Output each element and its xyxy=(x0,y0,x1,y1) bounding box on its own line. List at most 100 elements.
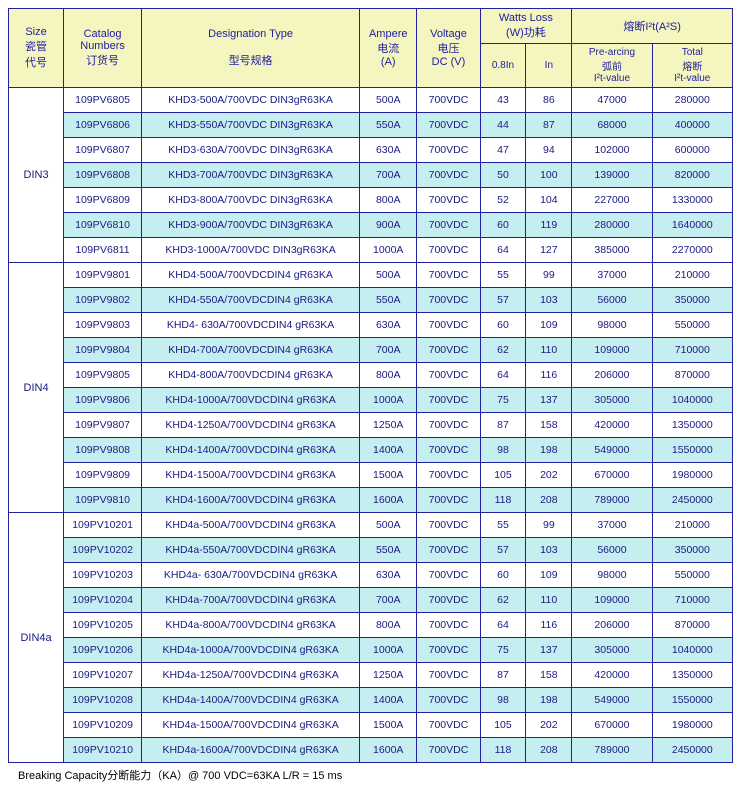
cell-win: 104 xyxy=(526,188,572,213)
cell-win: 158 xyxy=(526,663,572,688)
cell-desig: KHD4a-1600A/700VDCDIN4 gR63KA xyxy=(142,738,360,763)
cell-amp: 500A xyxy=(360,513,417,538)
cell-w08: 60 xyxy=(480,213,526,238)
cell-pre: 227000 xyxy=(572,188,652,213)
hdr-size: Size 瓷管 代号 xyxy=(9,9,64,88)
cell-volt: 700VDC xyxy=(417,313,480,338)
cell-pre: 56000 xyxy=(572,288,652,313)
cell-win: 198 xyxy=(526,688,572,713)
cell-win: 137 xyxy=(526,388,572,413)
cell-volt: 700VDC xyxy=(417,538,480,563)
cell-win: 109 xyxy=(526,563,572,588)
cell-amp: 1400A xyxy=(360,438,417,463)
cell-tot: 2270000 xyxy=(652,238,732,263)
cell-desig: KHD4-1000A/700VDCDIN4 gR63KA xyxy=(142,388,360,413)
cell-amp: 1250A xyxy=(360,413,417,438)
table-row: 109PV6807KHD3-630A/700VDC DIN3gR63KA630A… xyxy=(9,138,733,163)
cell-desig: KHD4a-550A/700VDCDIN4 gR63KA xyxy=(142,538,360,563)
cell-amp: 630A xyxy=(360,313,417,338)
cell-pre: 68000 xyxy=(572,113,652,138)
cell-pre: 305000 xyxy=(572,638,652,663)
cell-tot: 1550000 xyxy=(652,688,732,713)
table-row: 109PV10210KHD4a-1600A/700VDCDIN4 gR63KA1… xyxy=(9,738,733,763)
cell-win: 86 xyxy=(526,88,572,113)
cell-w08: 57 xyxy=(480,288,526,313)
cell-pre: 56000 xyxy=(572,538,652,563)
cell-amp: 1500A xyxy=(360,713,417,738)
cell-w08: 57 xyxy=(480,538,526,563)
cell-w08: 75 xyxy=(480,638,526,663)
table-row: 109PV10208KHD4a-1400A/700VDCDIN4 gR63KA1… xyxy=(9,688,733,713)
cell-w08: 43 xyxy=(480,88,526,113)
cell-desig: KHD4a-1500A/700VDCDIN4 gR63KA xyxy=(142,713,360,738)
cell-volt: 700VDC xyxy=(417,238,480,263)
cell-w08: 55 xyxy=(480,513,526,538)
cell-desig: KHD4-1250A/700VDCDIN4 gR63KA xyxy=(142,413,360,438)
cell-desig: KHD4a-1250A/700VDCDIN4 gR63KA xyxy=(142,663,360,688)
table-row: DIN4109PV9801KHD4-500A/700VDCDIN4 gR63KA… xyxy=(9,263,733,288)
cell-cat: 109PV6805 xyxy=(64,88,142,113)
cell-win: 109 xyxy=(526,313,572,338)
cell-pre: 102000 xyxy=(572,138,652,163)
cell-amp: 1500A xyxy=(360,463,417,488)
cell-desig: KHD4a-1400A/700VDCDIN4 gR63KA xyxy=(142,688,360,713)
table-row: DIN3109PV6805KHD3-500A/700VDC DIN3gR63KA… xyxy=(9,88,733,113)
cell-tot: 1350000 xyxy=(652,413,732,438)
cell-desig: KHD3-700A/700VDC DIN3gR63KA xyxy=(142,163,360,188)
cell-tot: 1350000 xyxy=(652,663,732,688)
cell-cat: 109PV6806 xyxy=(64,113,142,138)
table-row: 109PV10209KHD4a-1500A/700VDCDIN4 gR63KA1… xyxy=(9,713,733,738)
hdr-ampere: Ampere 电流 (A) xyxy=(360,9,417,88)
cell-win: 116 xyxy=(526,363,572,388)
cell-tot: 600000 xyxy=(652,138,732,163)
cell-volt: 700VDC xyxy=(417,188,480,213)
cell-w08: 62 xyxy=(480,338,526,363)
table-row: 109PV9808KHD4-1400A/700VDCDIN4 gR63KA140… xyxy=(9,438,733,463)
cell-cat: 109PV10201 xyxy=(64,513,142,538)
cell-tot: 1980000 xyxy=(652,463,732,488)
cell-pre: 98000 xyxy=(572,563,652,588)
cell-volt: 700VDC xyxy=(417,613,480,638)
cell-win: 202 xyxy=(526,713,572,738)
cell-cat: 109PV6807 xyxy=(64,138,142,163)
cell-cat: 109PV10202 xyxy=(64,538,142,563)
cell-desig: KHD4- 630A/700VDCDIN4 gR63KA xyxy=(142,313,360,338)
cell-tot: 2450000 xyxy=(652,738,732,763)
cell-volt: 700VDC xyxy=(417,288,480,313)
cell-cat: 109PV10205 xyxy=(64,613,142,638)
cell-pre: 206000 xyxy=(572,363,652,388)
cell-win: 103 xyxy=(526,288,572,313)
cell-win: 94 xyxy=(526,138,572,163)
table-row: 109PV6811KHD3-1000A/700VDC DIN3gR63KA100… xyxy=(9,238,733,263)
fuse-spec-table: Size 瓷管 代号 Catalog Numbers 订货号 Designati… xyxy=(8,8,733,763)
cell-desig: KHD4-700A/700VDCDIN4 gR63KA xyxy=(142,338,360,363)
cell-win: 198 xyxy=(526,438,572,463)
cell-desig: KHD4-1500A/700VDCDIN4 gR63KA xyxy=(142,463,360,488)
cell-cat: 109PV6810 xyxy=(64,213,142,238)
cell-w08: 118 xyxy=(480,488,526,513)
cell-desig: KHD4-1400A/700VDCDIN4 gR63KA xyxy=(142,438,360,463)
cell-desig: KHD4a- 630A/700VDCDIN4 gR63KA xyxy=(142,563,360,588)
cell-tot: 1040000 xyxy=(652,638,732,663)
cell-w08: 87 xyxy=(480,663,526,688)
cell-amp: 800A xyxy=(360,363,417,388)
cell-cat: 109PV10210 xyxy=(64,738,142,763)
cell-desig: KHD4-550A/700VDCDIN4 gR63KA xyxy=(142,288,360,313)
cell-win: 158 xyxy=(526,413,572,438)
cell-win: 116 xyxy=(526,613,572,638)
hdr-designation: Designation Type 型号规格 xyxy=(142,9,360,88)
cell-volt: 700VDC xyxy=(417,463,480,488)
cell-w08: 50 xyxy=(480,163,526,188)
cell-volt: 700VDC xyxy=(417,413,480,438)
footnote: Breaking Capacity分断能力（KA）@ 700 VDC=63KA … xyxy=(8,767,733,783)
table-row: 109PV10203KHD4a- 630A/700VDCDIN4 gR63KA6… xyxy=(9,563,733,588)
cell-win: 208 xyxy=(526,488,572,513)
hdr-i2t: 熔断I²t(A²S) xyxy=(572,9,733,44)
cell-w08: 87 xyxy=(480,413,526,438)
cell-pre: 139000 xyxy=(572,163,652,188)
cell-cat: 109PV9807 xyxy=(64,413,142,438)
table-row: 109PV9805KHD4-800A/700VDCDIN4 gR63KA800A… xyxy=(9,363,733,388)
cell-desig: KHD3-550A/700VDC DIN3gR63KA xyxy=(142,113,360,138)
cell-cat: 109PV9806 xyxy=(64,388,142,413)
cell-win: 137 xyxy=(526,638,572,663)
